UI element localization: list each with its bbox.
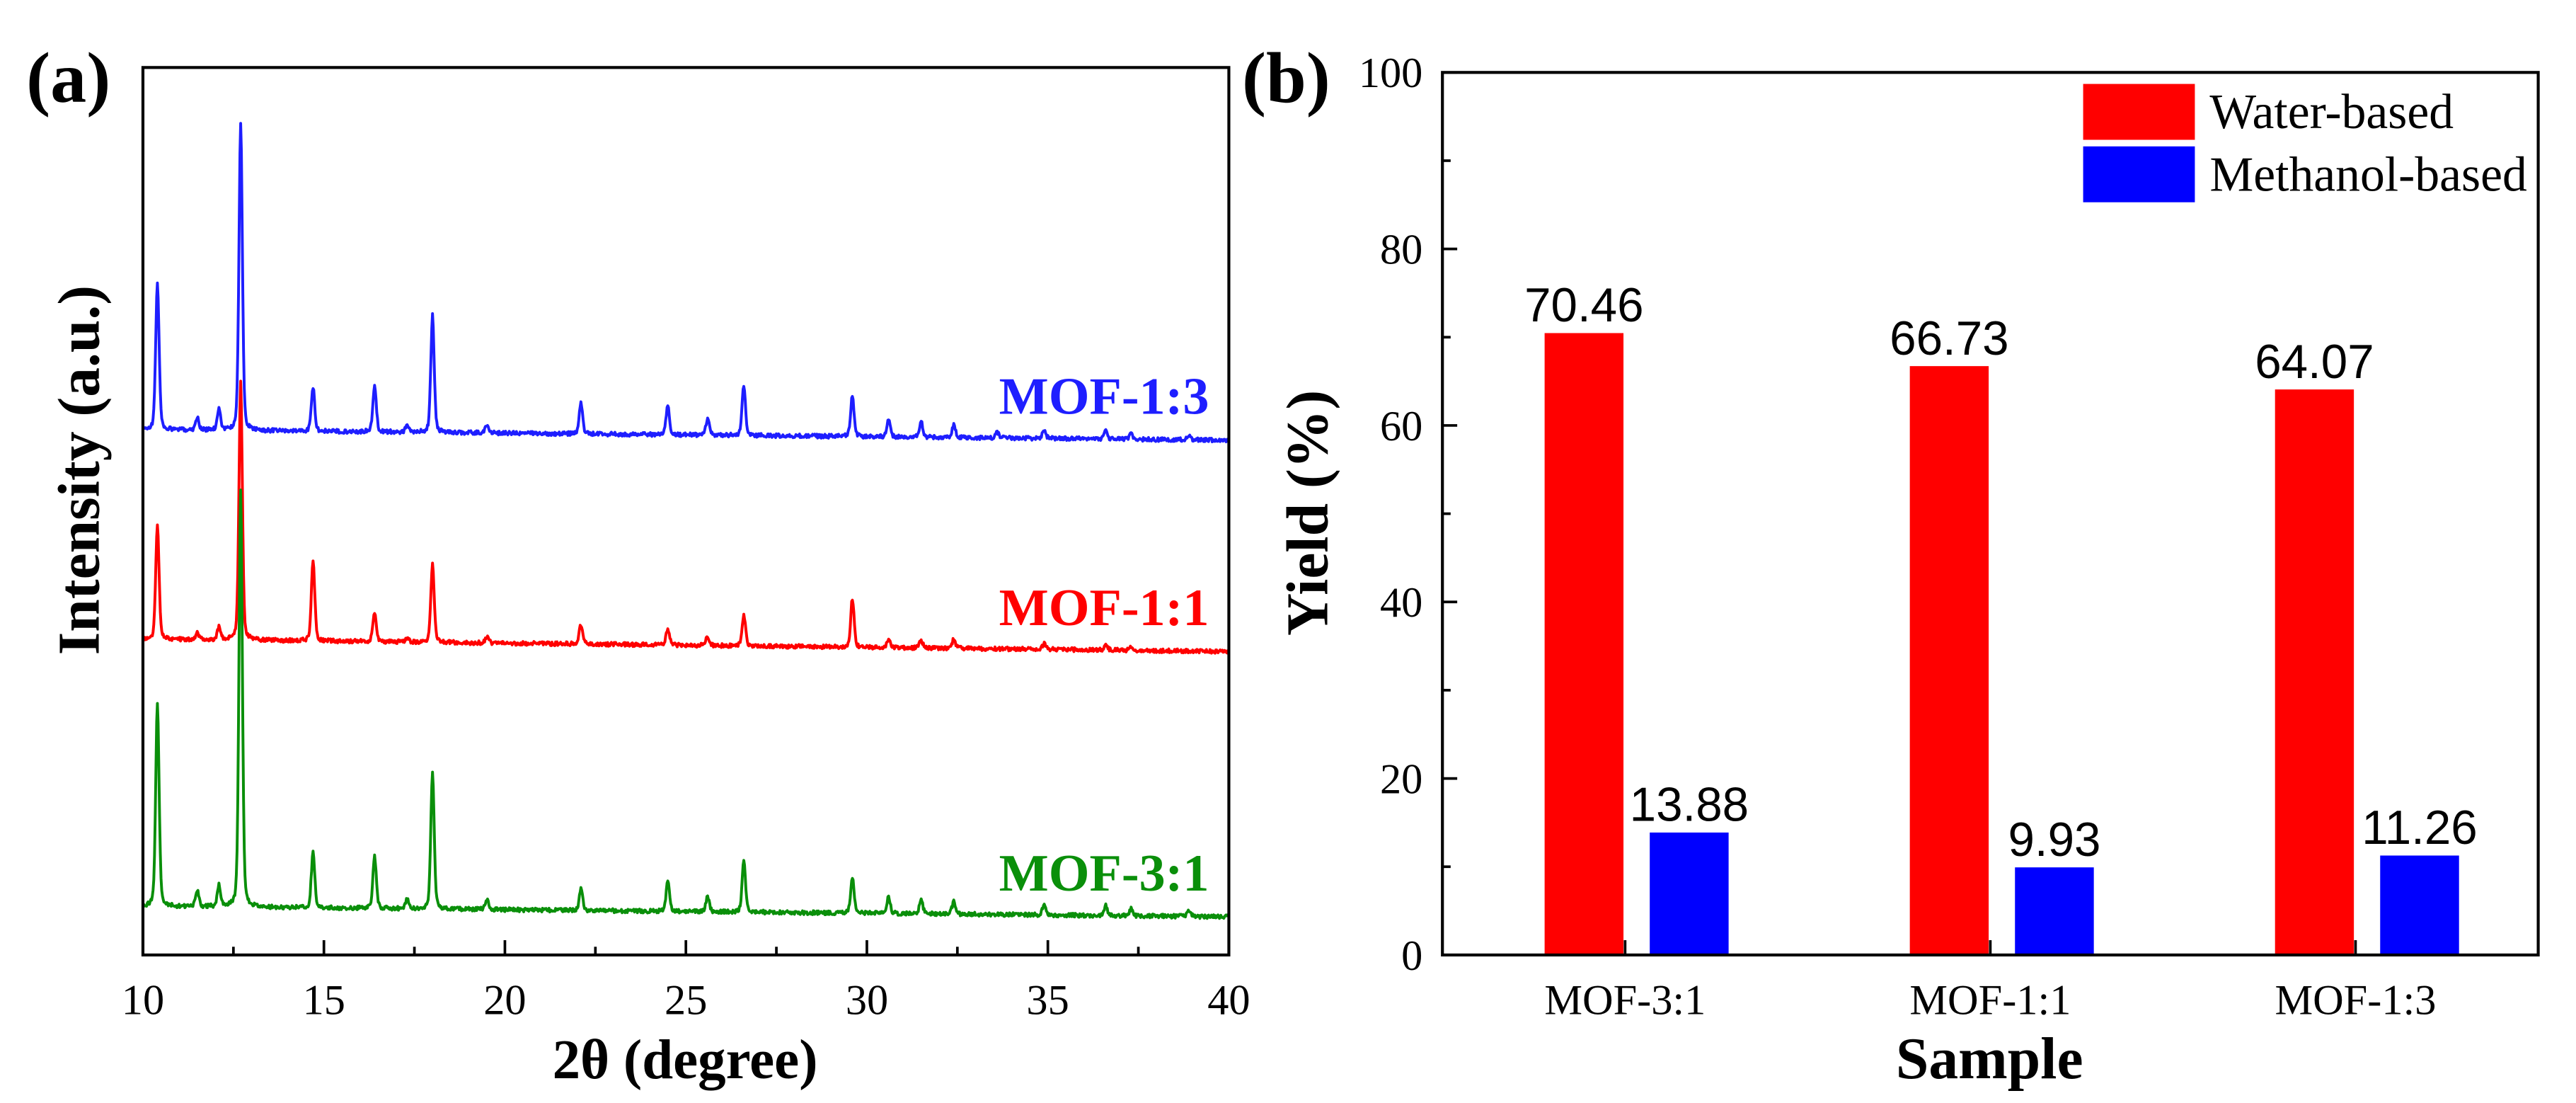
legend-label-methanol-based: Methanol-based <box>2209 147 2527 202</box>
x-axis-title-a: 2θ (degree) <box>553 1029 818 1091</box>
x-tick-label: 10 <box>122 976 164 1024</box>
y-tick-label: 0 <box>1401 932 1422 980</box>
series-label-mof-3-1: MOF-3:1 <box>999 845 1209 903</box>
xrd-pattern-mof-3-1 <box>142 488 1231 920</box>
bar-water-based-mof-1-1 <box>1909 366 1989 955</box>
panel-b-yield-chart: (b) 70.46 13.88 66.73 9.93 64.07 11.26 Water-b… <box>1242 38 2540 1092</box>
panel-b-plot-area: 70.46 13.88 66.73 9.93 64.07 11.26 Water-based… <box>1524 84 2527 955</box>
bar-water-based-mof-1-3 <box>2275 389 2354 955</box>
bar-value-label: 64.07 <box>2255 336 2374 389</box>
panel-b-label: (b) <box>1242 38 1330 118</box>
legend-swatch-methanol-based <box>2083 146 2195 202</box>
xrd-pattern-mof-1-1 <box>142 379 1230 655</box>
series-label-mof-1-1: MOF-1:1 <box>999 579 1209 637</box>
series-label-mof-1-3: MOF-1:3 <box>999 368 1209 426</box>
y-axis-title-a: Intensity (a.u.) <box>47 285 112 655</box>
x-tick-label: 30 <box>846 976 888 1024</box>
x-tick-label: 35 <box>1026 976 1069 1024</box>
bar-value-label: 70.46 <box>1524 279 1643 332</box>
legend-swatch-water-based <box>2083 84 2195 140</box>
y-tick-label: 20 <box>1380 755 1422 803</box>
x-tick-label: 25 <box>665 976 707 1024</box>
bar-methanol-based-mof-1-3 <box>2380 855 2459 955</box>
bar-value-label: 9.93 <box>2008 813 2100 867</box>
y-tick-label: 60 <box>1380 403 1422 450</box>
xrd-pattern-mof-1-3 <box>142 122 1231 444</box>
x-tick-label: 20 <box>483 976 526 1024</box>
panel-a-plot-area: MOF-1:3 MOF-1:1 MOF-3:1 <box>142 122 1231 920</box>
x-tick-label: 15 <box>303 976 345 1024</box>
bar-value-label: 66.73 <box>1890 312 2008 365</box>
x-category-label: MOF-1:1 <box>1909 976 2071 1024</box>
y-tick-label: 40 <box>1380 579 1422 627</box>
bar-value-label: 13.88 <box>1630 779 1749 832</box>
x-tick-label: 40 <box>1207 976 1250 1024</box>
y-tick-label: 100 <box>1359 50 1423 97</box>
bar-methanol-based-mof-3-1 <box>1650 832 1729 955</box>
x-category-label: MOF-3:1 <box>1544 976 1706 1024</box>
bar-water-based-mof-3-1 <box>1544 333 1624 955</box>
legend-label-water-based: Water-based <box>2209 85 2454 139</box>
bar-methanol-based-mof-1-1 <box>2015 867 2094 955</box>
panel-a-label: (a) <box>26 38 110 118</box>
y-tick-label: 80 <box>1380 227 1422 274</box>
y-axis-title-b: Yield (%) <box>1276 390 1341 636</box>
legend: Water-based Methanol-based <box>2083 84 2527 202</box>
panel-a-xrd-chart: (a) MOF-1:3 MOF-1:1 MOF-3:1 10 15 20 25 30 35 40… <box>26 38 1250 1091</box>
x-axis-title-b: Sample <box>1896 1027 2083 1092</box>
x-category-label: MOF-1:3 <box>2275 976 2436 1024</box>
panel-a-axes: 10 15 20 25 30 35 40 <box>122 66 1250 1024</box>
bar-value-label: 11.26 <box>2362 801 2477 855</box>
panel-b-axes: MOF-3:1 MOF-1:1 MOF-1:3 0 20 40 60 80 100 <box>1359 50 2540 1024</box>
